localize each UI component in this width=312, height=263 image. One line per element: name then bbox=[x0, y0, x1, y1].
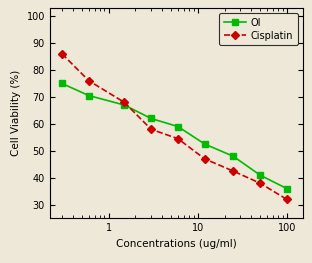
Cisplatin bbox=[60, 52, 64, 55]
OI bbox=[149, 117, 153, 120]
Cisplatin bbox=[285, 198, 289, 201]
OI bbox=[60, 82, 64, 85]
OI bbox=[285, 187, 289, 190]
Cisplatin bbox=[122, 101, 126, 104]
Cisplatin bbox=[203, 157, 207, 160]
Line: OI: OI bbox=[59, 81, 290, 191]
OI bbox=[122, 103, 126, 107]
Cisplatin bbox=[176, 137, 180, 140]
Legend: OI, Cisplatin: OI, Cisplatin bbox=[219, 13, 298, 45]
Cisplatin bbox=[87, 79, 91, 82]
OI bbox=[258, 174, 262, 177]
X-axis label: Concentrations (ug/ml): Concentrations (ug/ml) bbox=[116, 239, 237, 249]
OI bbox=[232, 155, 235, 158]
OI bbox=[176, 125, 180, 128]
Cisplatin bbox=[258, 182, 262, 185]
Cisplatin bbox=[232, 170, 235, 173]
OI bbox=[203, 143, 207, 146]
Line: Cisplatin: Cisplatin bbox=[59, 51, 290, 202]
Cisplatin bbox=[149, 128, 153, 131]
OI bbox=[87, 94, 91, 97]
Y-axis label: Cell Viability (%): Cell Viability (%) bbox=[11, 70, 21, 156]
